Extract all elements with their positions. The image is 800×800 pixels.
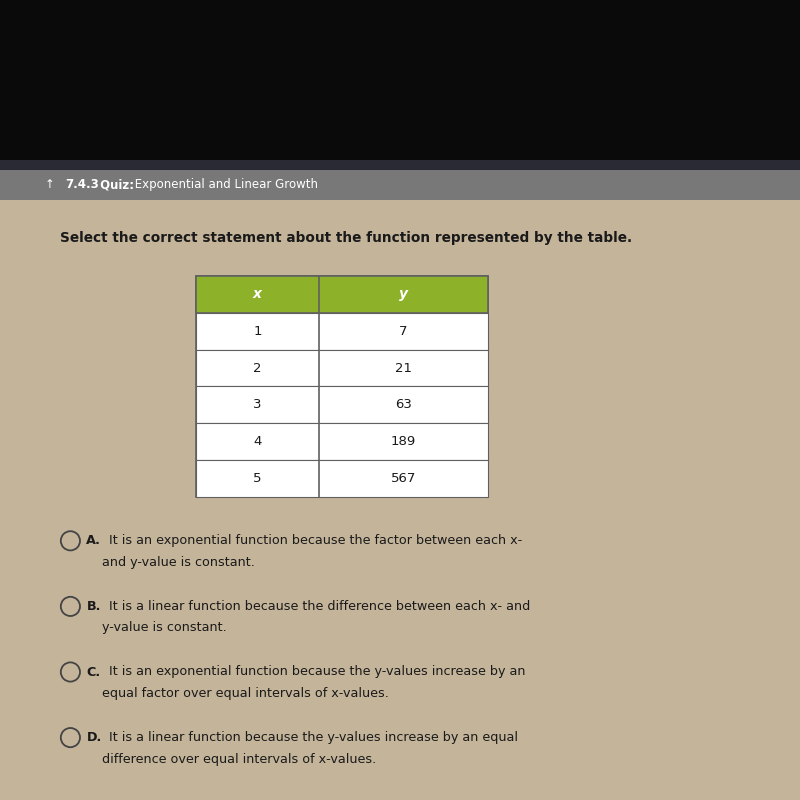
- Bar: [196, 313, 488, 350]
- Text: Select the correct statement about the function represented by the table.: Select the correct statement about the f…: [60, 231, 632, 246]
- Text: D.: D.: [86, 731, 102, 744]
- Text: 21: 21: [395, 362, 412, 374]
- Bar: [196, 386, 488, 423]
- Text: 63: 63: [395, 398, 412, 411]
- Text: 7: 7: [399, 325, 407, 338]
- Text: It is an exponential function because the y-values increase by an: It is an exponential function because th…: [105, 666, 526, 678]
- Text: 567: 567: [390, 472, 416, 485]
- Text: 5: 5: [253, 472, 262, 485]
- Bar: [0, 0, 800, 160]
- Text: B.: B.: [86, 600, 101, 613]
- Text: 3: 3: [253, 398, 262, 411]
- Bar: [0, 170, 800, 200]
- Text: 4: 4: [253, 435, 262, 448]
- Bar: [0, 160, 800, 170]
- Text: A.: A.: [86, 534, 102, 547]
- Bar: [0, 200, 800, 800]
- Text: equal factor over equal intervals of x-values.: equal factor over equal intervals of x-v…: [102, 687, 390, 700]
- Text: It is a linear function because the difference between each x- and: It is a linear function because the diff…: [105, 600, 530, 613]
- Text: Exponential and Linear Growth: Exponential and Linear Growth: [131, 178, 318, 191]
- Text: It is an exponential function because the factor between each x-: It is an exponential function because th…: [105, 534, 522, 547]
- Text: difference over equal intervals of x-values.: difference over equal intervals of x-val…: [102, 753, 377, 766]
- Text: 7.4.3: 7.4.3: [66, 178, 99, 191]
- Text: It is a linear function because the y-values increase by an equal: It is a linear function because the y-va…: [105, 731, 518, 744]
- Text: y: y: [399, 287, 408, 302]
- Text: 189: 189: [390, 435, 416, 448]
- Text: and y-value is constant.: and y-value is constant.: [102, 556, 255, 569]
- Text: ↑: ↑: [45, 178, 54, 191]
- Text: y-value is constant.: y-value is constant.: [102, 622, 227, 634]
- Text: 2: 2: [253, 362, 262, 374]
- Bar: [196, 460, 488, 497]
- Text: x: x: [253, 287, 262, 302]
- Text: Quiz:: Quiz:: [96, 178, 134, 191]
- Bar: [196, 350, 488, 386]
- Text: 1: 1: [253, 325, 262, 338]
- Bar: [196, 423, 488, 460]
- Bar: [196, 276, 488, 313]
- Bar: [196, 276, 488, 497]
- Text: C.: C.: [86, 666, 101, 678]
